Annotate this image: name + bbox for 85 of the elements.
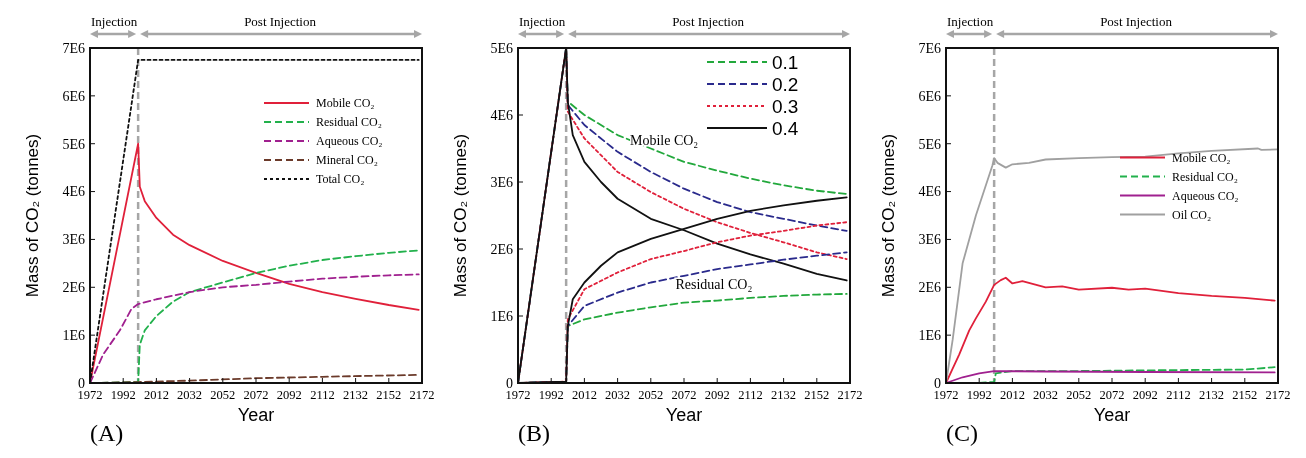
legend-label: 0.2: [772, 73, 799, 95]
y-tick-label: 4E6: [490, 107, 513, 123]
x-tick-label: 2172: [837, 388, 863, 402]
x-axis-title: Year: [665, 405, 703, 425]
y-tick-label: 7E6: [62, 40, 85, 56]
x-tick-label: 2012: [571, 388, 597, 402]
legend-label: Aqueous CO₂: [316, 134, 383, 149]
x-tick-label: 2132: [343, 388, 369, 402]
legend-label: Aqueous CO₂: [1172, 188, 1239, 203]
legend-label: Residual CO₂: [1172, 169, 1238, 184]
legend-label: Total CO₂: [316, 172, 365, 187]
x-tick-label: 2112: [1166, 388, 1191, 402]
x-tick-label: 2052: [638, 388, 664, 402]
text: Injection: [946, 14, 994, 29]
x-tick-label: 2072: [243, 388, 269, 402]
y-tick-label: 3E6: [62, 232, 85, 248]
x-tick-label: 2092: [704, 388, 730, 402]
y-tick-label: 1E6: [490, 308, 513, 324]
x-tick-label: 2012: [143, 388, 169, 402]
y-tick-label: 1E6: [918, 328, 941, 344]
x-tick-label: 1992: [966, 388, 992, 402]
x-tick-label: 2152: [1232, 388, 1258, 402]
y-tick-label: 0: [934, 375, 941, 391]
y-tick-label: 1E6: [62, 328, 85, 344]
y-tick-label: 0: [78, 375, 85, 391]
legend-label: Mobile CO₂: [316, 96, 375, 111]
y-tick-label: 2E6: [490, 241, 513, 257]
x-axis-title: Year: [1093, 405, 1131, 425]
text: (A): [90, 420, 124, 446]
x-tick-label: 2172: [409, 388, 435, 402]
x-tick-label: 2112: [738, 388, 763, 402]
x-tick-label: 1972: [933, 388, 959, 402]
x-tick-label: 2072: [671, 388, 697, 402]
text: Post Injection: [1100, 14, 1173, 29]
text: Post Injection: [672, 14, 745, 29]
x-tick-label: 2072: [1099, 388, 1125, 402]
x-tick-label: 2172: [1265, 388, 1291, 402]
y-axis-title: Mass of CO₂ (tonnes): [451, 133, 470, 298]
x-tick-label: 2152: [376, 388, 402, 402]
text: (B): [518, 420, 550, 446]
text: (C): [946, 420, 978, 446]
y-tick-label: 2E6: [62, 280, 85, 296]
text: Post Injection: [244, 14, 317, 29]
y-tick-label: 7E6: [918, 40, 941, 56]
y-tick-label: 3E6: [490, 174, 513, 190]
y-tick-label: 2E6: [918, 280, 941, 296]
legend-label: Residual CO₂: [316, 115, 382, 130]
y-axis-title: Mass of CO₂ (tonnes): [23, 133, 42, 298]
annotation: Mobile CO₂: [629, 133, 699, 149]
y-tick-label: 5E6: [62, 136, 85, 152]
x-tick-label: 2132: [1199, 388, 1225, 402]
text: Injection: [518, 14, 566, 29]
x-tick-label: 1972: [77, 388, 103, 402]
legend-label: Mineral CO₂: [316, 153, 378, 168]
y-axis-title: Mass of CO₂ (tonnes): [879, 133, 898, 298]
y-tick-label: 5E6: [490, 40, 513, 56]
x-tick-label: 2032: [177, 388, 203, 402]
text: Injection: [90, 14, 138, 29]
x-tick-label: 1972: [505, 388, 531, 402]
annotation: Residual CO₂: [675, 277, 753, 293]
x-tick-label: 2152: [804, 388, 830, 402]
y-tick-label: 4E6: [62, 184, 85, 200]
y-tick-label: 4E6: [918, 184, 941, 200]
legend-label: Oil CO₂: [1172, 207, 1212, 222]
x-tick-label: 2112: [310, 388, 335, 402]
x-tick-label: 2052: [1066, 388, 1092, 402]
x-tick-label: 2032: [1033, 388, 1059, 402]
legend-label: 0.3: [772, 95, 799, 117]
x-tick-label: 2052: [210, 388, 236, 402]
x-tick-label: 2032: [605, 388, 631, 402]
y-tick-label: 6E6: [62, 88, 85, 104]
y-tick-label: 5E6: [918, 136, 941, 152]
y-tick-label: 3E6: [918, 232, 941, 248]
x-tick-label: 2092: [1132, 388, 1158, 402]
legend-label: 0.1: [772, 51, 799, 73]
y-tick-label: 0: [506, 375, 513, 391]
legend-label: 0.4: [772, 117, 799, 139]
x-tick-label: 2132: [771, 388, 797, 402]
x-tick-label: 1992: [538, 388, 564, 402]
x-tick-label: 2092: [276, 388, 302, 402]
y-tick-label: 6E6: [918, 88, 941, 104]
x-tick-label: 2012: [999, 388, 1025, 402]
x-tick-label: 1992: [110, 388, 136, 402]
x-axis-title: Year: [237, 405, 275, 425]
legend-label: Mobile CO₂: [1172, 150, 1231, 165]
